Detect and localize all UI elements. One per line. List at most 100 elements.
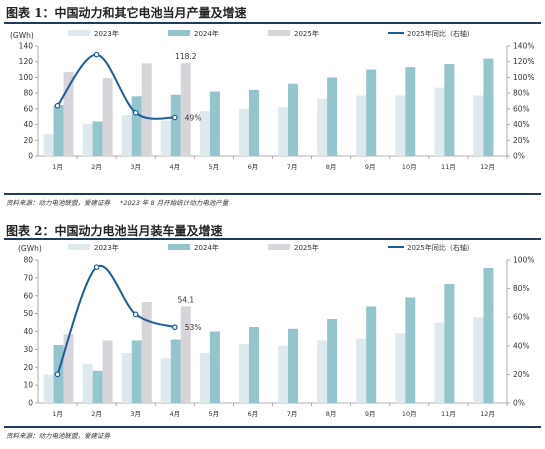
legend-swatch bbox=[68, 244, 90, 250]
bar-2025年 bbox=[102, 78, 113, 156]
bar-2023年 bbox=[199, 111, 210, 156]
x-tick-label: 10月 bbox=[402, 163, 417, 171]
bar-2024年 bbox=[170, 94, 181, 156]
bar-2023年 bbox=[43, 134, 54, 156]
y2-tick-label: 40% bbox=[513, 120, 530, 129]
title-rule bbox=[4, 238, 541, 240]
y-tick-label: 0 bbox=[28, 152, 33, 161]
bar-2023年 bbox=[121, 352, 132, 403]
legend-label: 2023年 bbox=[94, 29, 119, 38]
y-tick-label: 140 bbox=[19, 42, 34, 51]
bar-2025年 bbox=[141, 63, 152, 156]
bar-2025年 bbox=[141, 302, 152, 403]
x-tick-label: 7月 bbox=[287, 163, 298, 171]
source-note: 资料来源：动力电池联盟，爱建证券 bbox=[6, 430, 118, 440]
y-tick-label: 120 bbox=[19, 57, 34, 66]
bar-2023年 bbox=[278, 107, 289, 156]
yoy-line bbox=[56, 53, 175, 120]
figure-2: 图表 2：中国动力电池当月装车量及增速 2023年 2024年 2025年 2025年… bbox=[0, 218, 545, 449]
y-tick-label: 50 bbox=[23, 309, 33, 318]
y-tick-label: 0 bbox=[28, 399, 33, 408]
bar-2024年 bbox=[170, 339, 181, 403]
bar-2023年 bbox=[160, 120, 171, 156]
y2-tick-label: 60% bbox=[513, 104, 530, 113]
legend-label: 2025年同比（右轴） bbox=[407, 29, 474, 38]
bar-2023年 bbox=[395, 333, 406, 403]
bar-2024年 bbox=[288, 83, 299, 156]
y-tick-label: 100 bbox=[19, 73, 34, 82]
bar-2023年 bbox=[434, 87, 445, 156]
yoy-point bbox=[132, 311, 139, 318]
bar-2025年 bbox=[102, 340, 113, 403]
legend-swatch bbox=[68, 30, 90, 36]
bar-2025年 bbox=[180, 306, 191, 403]
bar-2023年 bbox=[356, 338, 367, 403]
legend-label: 2024年 bbox=[194, 29, 219, 38]
bar-2024年 bbox=[366, 69, 377, 156]
legend-label: 2025年同比（右轴） bbox=[407, 243, 474, 252]
bar-2023年 bbox=[43, 374, 54, 403]
x-tick-label: 3月 bbox=[130, 163, 141, 171]
bottom-rule bbox=[4, 193, 541, 195]
bar-2024年 bbox=[327, 318, 338, 403]
bar-2025年 bbox=[63, 334, 74, 403]
y-tick-label: 60 bbox=[23, 291, 33, 300]
y2-tick-label: 120% bbox=[513, 57, 534, 66]
x-tick-label: 7月 bbox=[287, 410, 298, 418]
yoy-point bbox=[132, 109, 139, 116]
bar-2024年 bbox=[444, 64, 455, 156]
legend-swatch bbox=[268, 244, 290, 250]
x-tick-label: 11月 bbox=[441, 163, 456, 171]
x-tick-label: 4月 bbox=[169, 163, 180, 171]
x-tick-label: 3月 bbox=[130, 410, 141, 418]
chart-installation: 2023年 2024年 2025年 2025年同比（右轴） (GWh) 0 10 20 30 40… bbox=[18, 243, 534, 418]
x-tick-label: 1月 bbox=[52, 410, 63, 418]
yoy-point bbox=[171, 324, 178, 331]
bar-2024年 bbox=[92, 121, 103, 156]
x-tick-label: 10月 bbox=[402, 410, 417, 418]
yoy-point bbox=[93, 51, 100, 58]
y-unit-label: (GWh) bbox=[18, 244, 42, 253]
bar-2024年 bbox=[444, 284, 455, 403]
footnote-text: *2023 年 8 月开始统计动力电池产量 bbox=[120, 199, 229, 207]
y-tick-label: 60 bbox=[23, 104, 33, 113]
bar-2024年 bbox=[405, 297, 416, 403]
x-tick-label: 8月 bbox=[326, 410, 337, 418]
y2-tick-label: 80% bbox=[513, 284, 530, 293]
bar-2024年 bbox=[405, 67, 416, 156]
figure-1: 图表 1：中国动力和其它电池当月产量及增速 2023年 2024年 2025年 202… bbox=[0, 0, 545, 214]
legend-swatch bbox=[268, 30, 290, 36]
bar-2023年 bbox=[395, 95, 406, 156]
x-tick-label: 12月 bbox=[480, 410, 495, 418]
bar-2024年 bbox=[248, 327, 259, 403]
bar-2024年 bbox=[483, 58, 494, 157]
bar-2023年 bbox=[278, 345, 289, 403]
y-tick-label: 70 bbox=[23, 273, 33, 282]
bar-2023年 bbox=[199, 352, 210, 403]
y2-tick-label: 20% bbox=[513, 136, 530, 145]
bar-2023年 bbox=[317, 98, 328, 156]
y-unit-label: (GWh) bbox=[10, 31, 34, 40]
bar-2024年 bbox=[288, 328, 299, 403]
bar-2024年 bbox=[209, 91, 220, 156]
yoy-line bbox=[56, 264, 176, 375]
x-tick-label: 12月 bbox=[480, 163, 495, 171]
line-value-label: 49% bbox=[185, 114, 202, 123]
y-tick-label: 40 bbox=[23, 327, 33, 336]
figure-title: 图表 1：中国动力和其它电池当月产量及增速 bbox=[6, 6, 247, 20]
bar-2023年 bbox=[434, 322, 445, 403]
bar-2023年 bbox=[160, 358, 171, 403]
bottom-rule bbox=[4, 426, 541, 428]
bar-2023年 bbox=[238, 108, 249, 156]
legend-swatch bbox=[168, 30, 190, 36]
bar-2023年 bbox=[82, 363, 93, 403]
bar-value-label: 54.1 bbox=[177, 295, 194, 304]
y2-tick-label: 140% bbox=[513, 42, 534, 51]
y2-tick-label: 40% bbox=[513, 341, 530, 350]
legend-label: 2025年 bbox=[294, 243, 319, 252]
bar-2024年 bbox=[248, 90, 259, 156]
y2-tick-label: 100% bbox=[513, 73, 534, 82]
bar-2024年 bbox=[53, 104, 64, 156]
x-tick-label: 9月 bbox=[365, 163, 376, 171]
yoy-point bbox=[54, 102, 61, 109]
